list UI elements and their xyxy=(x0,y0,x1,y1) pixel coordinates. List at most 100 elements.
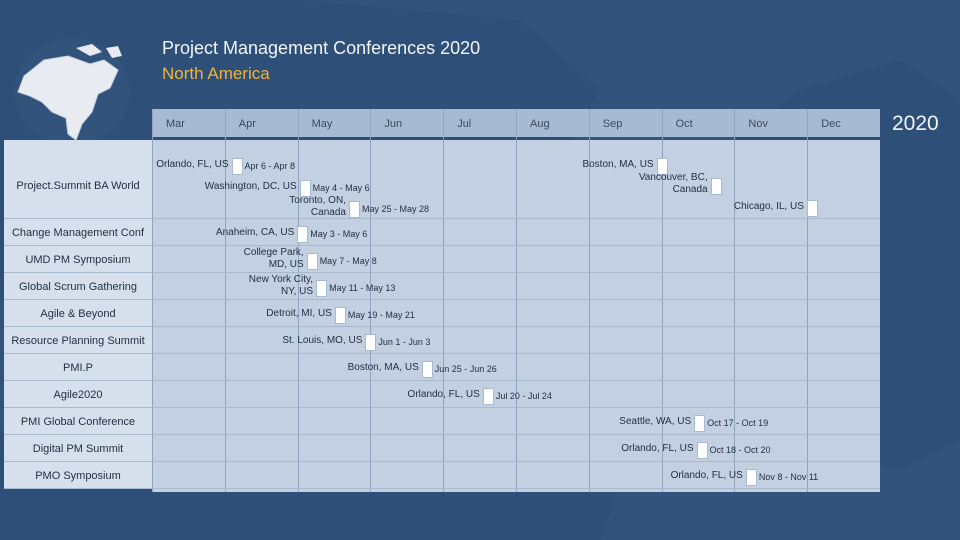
conference-label-cell xyxy=(4,327,152,353)
page-title: Project Management Conferences 2020 xyxy=(162,38,481,58)
conference-name: Resource Planning Summit xyxy=(11,335,145,347)
conference-name: PMO Symposium xyxy=(35,470,121,482)
conference-name: UMD PM Symposium xyxy=(25,254,131,266)
month-label-sep: Sep xyxy=(602,118,623,130)
event-marker[interactable] xyxy=(694,415,706,432)
event-dates: May 7 - May 8 xyxy=(319,256,377,266)
month-grid-line xyxy=(588,109,590,492)
conference-name: Digital PM Summit xyxy=(32,443,124,455)
event-location: Orlando, FL, US xyxy=(670,470,743,481)
event-marker[interactable] xyxy=(316,280,328,297)
month-label-dec: Dec xyxy=(821,118,841,130)
event-location: Orlando, FL, US xyxy=(407,389,480,400)
row-divider xyxy=(4,326,880,327)
conference-label-cell xyxy=(4,381,152,407)
month-grid-line xyxy=(152,109,153,492)
event-marker[interactable] xyxy=(806,200,818,217)
conference-name: Agile & Beyond xyxy=(40,308,116,320)
month-grid-line xyxy=(443,109,445,492)
conference-label-cell xyxy=(4,219,152,245)
month-grid-line xyxy=(297,109,299,492)
event-dates: Jun 25 - Jun 26 xyxy=(434,364,497,374)
event-dates: May 3 - May 6 xyxy=(310,229,368,239)
event-marker[interactable] xyxy=(365,334,377,351)
event-marker[interactable] xyxy=(306,253,318,270)
row-divider xyxy=(4,461,880,462)
row-divider xyxy=(4,407,880,408)
event-dates: Apr 6 - Apr 8 xyxy=(244,161,296,171)
event-marker[interactable] xyxy=(696,442,708,459)
row-divider xyxy=(4,218,880,219)
event-location: New York City, NY, US xyxy=(248,274,314,297)
month-grid-line xyxy=(807,109,809,492)
month-label-jun: Jun xyxy=(384,118,403,130)
event-dates: Jul 20 - Jul 24 xyxy=(495,391,552,401)
north-america-globe-icon xyxy=(14,38,130,146)
conference-label-cell xyxy=(4,300,152,326)
conference-name: Change Management Conf xyxy=(11,227,145,239)
event-dates: May 4 - May 6 xyxy=(312,183,370,193)
event-marker[interactable] xyxy=(348,201,360,218)
event-dates: Oct 17 - Oct 19 xyxy=(707,418,769,428)
conference-label-cell xyxy=(4,408,152,434)
event-dates: Oct 18 - Oct 20 xyxy=(709,445,771,455)
conference-label-cell xyxy=(4,462,152,488)
conference-name: Project.Summit BA World xyxy=(16,180,140,192)
event-marker[interactable] xyxy=(745,469,757,486)
event-marker[interactable] xyxy=(299,180,311,197)
conference-name: PMI Global Conference xyxy=(20,416,136,428)
event-location: Anaheim, CA, US xyxy=(215,227,295,238)
event-location: Boston, MA, US xyxy=(347,362,419,373)
event-marker[interactable] xyxy=(231,158,243,175)
month-grid-line xyxy=(224,109,226,492)
row-divider xyxy=(4,488,880,489)
event-marker[interactable] xyxy=(297,226,309,243)
conference-label-cell xyxy=(4,140,152,218)
event-location: Detroit, MI, US xyxy=(266,308,332,319)
event-location: Toronto, ON, Canada xyxy=(289,195,346,218)
month-grid-line xyxy=(370,109,372,492)
event-dates: Jun 1 - Jun 3 xyxy=(378,337,431,347)
conference-label-cell xyxy=(4,273,152,299)
event-marker[interactable] xyxy=(482,388,494,405)
event-dates: May 25 - May 28 xyxy=(361,204,429,214)
event-dates: May 19 - May 21 xyxy=(347,310,415,320)
event-location: St. Louis, MO, US xyxy=(282,335,363,346)
month-grid-line xyxy=(661,109,663,492)
month-grid-line xyxy=(734,109,736,492)
month-label-jul: Jul xyxy=(457,118,472,130)
event-location: Washington, DC, US xyxy=(204,181,297,192)
event-marker[interactable] xyxy=(334,307,346,324)
event-location: Chicago, IL, US xyxy=(733,201,804,212)
event-location: Seattle, WA, US xyxy=(619,416,692,427)
event-dates: May 11 - May 13 xyxy=(329,283,396,293)
year-label: 2020 xyxy=(892,112,939,135)
event-location: Boston, MA, US xyxy=(582,159,654,170)
page-subtitle: North America xyxy=(162,64,270,83)
month-label-nov: Nov xyxy=(748,118,768,130)
conference-label-cell xyxy=(4,246,152,272)
event-location: Orlando, FL, US xyxy=(156,159,229,170)
row-divider xyxy=(4,380,880,381)
row-divider xyxy=(4,353,880,354)
event-marker[interactable] xyxy=(710,178,722,195)
event-dates: Nov 8 - Nov 11 xyxy=(758,472,819,482)
conference-name: Agile2020 xyxy=(53,389,103,401)
conference-label-cell xyxy=(4,354,152,380)
conference-label-cell xyxy=(4,435,152,461)
month-grid-line xyxy=(516,109,517,492)
month-label-aug: Aug xyxy=(530,118,550,130)
row-divider xyxy=(4,245,880,246)
month-label-may: May xyxy=(311,118,333,130)
event-marker[interactable] xyxy=(421,361,433,378)
event-marker[interactable] xyxy=(656,158,668,175)
event-location: College Park, MD, US xyxy=(243,247,304,270)
conference-name: Global Scrum Gathering xyxy=(19,281,137,293)
row-divider xyxy=(4,434,880,435)
event-location: Orlando, FL, US xyxy=(621,443,694,454)
month-label-oct: Oct xyxy=(675,118,693,130)
row-divider xyxy=(4,299,880,300)
row-divider xyxy=(4,272,880,273)
event-location: Vancouver, BC, Canada xyxy=(638,172,708,195)
conference-name: PMI.P xyxy=(63,362,93,374)
